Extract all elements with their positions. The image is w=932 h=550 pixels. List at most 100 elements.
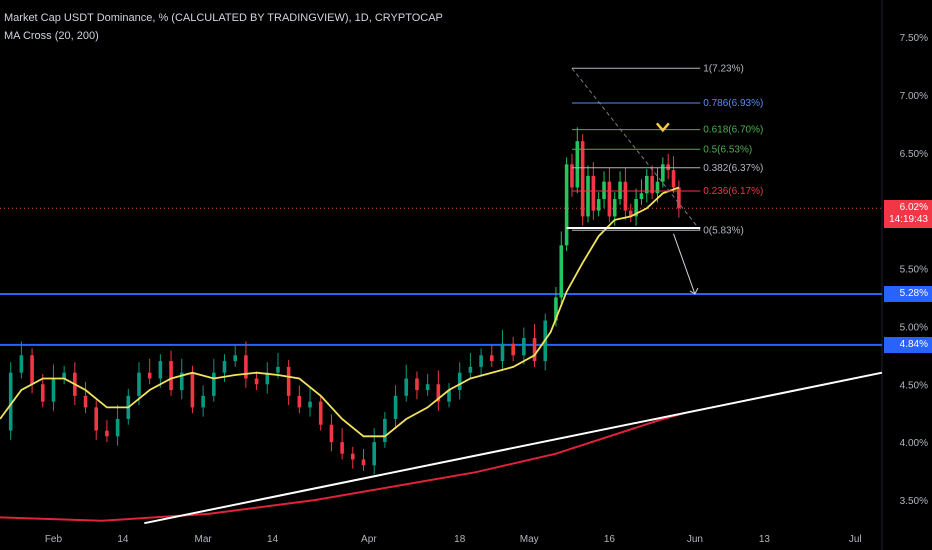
candle-body (318, 401, 323, 425)
x-tick-label: Apr (361, 534, 377, 545)
candle-body (297, 395, 302, 408)
candle-body (83, 395, 88, 408)
x-tick-label: 14 (117, 534, 129, 545)
ma-200-line (0, 412, 685, 522)
candle-body (570, 164, 574, 188)
x-tick-label: Jun (687, 534, 703, 545)
candle-body (19, 355, 24, 373)
candle-body (94, 407, 99, 431)
fib-level-label: 0.236(6.17%) (703, 186, 763, 197)
candle-body (661, 164, 665, 182)
candle-body (137, 372, 141, 396)
candle-body (372, 442, 376, 466)
candle-body (436, 384, 441, 402)
fib-level-label: 0.382(6.37%) (703, 163, 763, 174)
candle-body (8, 372, 13, 431)
current-price-label: 6.02% (899, 202, 928, 214)
chart-title: Market Cap USDT Dominance, % (CALCULATED… (4, 12, 443, 24)
fib-level-label: 1(7.23%) (703, 63, 744, 74)
candle-body (532, 337, 537, 362)
candle-body (62, 372, 66, 379)
candle-body (276, 366, 280, 373)
candle-body (383, 418, 387, 443)
candle-body (468, 366, 473, 373)
candle-body (634, 199, 638, 217)
candle-body (361, 459, 366, 466)
candle-body (30, 355, 34, 385)
ma-20-line (0, 186, 680, 438)
candle-body (511, 343, 515, 356)
y-tick-label: 3.50% (900, 496, 928, 507)
candle-body (233, 355, 237, 362)
candle-body (612, 199, 617, 217)
candle-body (596, 199, 601, 211)
candle-body (602, 181, 606, 200)
candle-body (158, 361, 163, 379)
x-tick-label: 18 (454, 534, 466, 545)
y-tick-label: 5.50% (900, 265, 928, 276)
candle-body (201, 395, 205, 408)
candle-body (623, 181, 628, 211)
candle-body (591, 175, 596, 211)
candle-body (639, 193, 644, 200)
candle-body (489, 355, 494, 362)
candle-body (115, 418, 120, 437)
candle-body (254, 378, 259, 385)
y-tick-label: 4.50% (900, 380, 928, 391)
candle-body (666, 164, 670, 171)
y-tick-label: 6.50% (900, 149, 928, 160)
candle-body (415, 378, 419, 391)
candle-body (607, 181, 612, 217)
candle-body (586, 175, 590, 217)
candle-body (677, 187, 681, 209)
chevron-marker (655, 122, 670, 133)
candle-body (190, 372, 195, 408)
candle-body (40, 384, 45, 402)
candle-body (645, 175, 649, 194)
candle-body (393, 395, 398, 419)
x-tick-label: Feb (45, 534, 63, 545)
candle-body (457, 372, 462, 391)
countdown-label: 14:19:43 (889, 214, 928, 226)
y-tick-label: 4.00% (900, 438, 928, 449)
current-price-badge: 6.02% 14:19:43 (884, 200, 932, 229)
candle-body (522, 337, 526, 356)
projection-arrowhead (689, 287, 699, 295)
x-tick-label: 14 (267, 534, 279, 545)
x-tick-label: 16 (604, 534, 616, 545)
candle-body (286, 366, 291, 396)
candle-body (105, 430, 109, 437)
candle-body (655, 181, 660, 194)
candle-body (244, 355, 248, 379)
candle-body (179, 372, 184, 391)
candle-body (575, 141, 580, 188)
candle-body (222, 361, 227, 373)
candle-body (618, 181, 622, 200)
candle-body (500, 343, 505, 362)
x-tick-label: Mar (195, 534, 213, 545)
level-badge-upper: 5.28% (884, 285, 932, 302)
candle-body (265, 372, 270, 385)
candle-body (628, 210, 633, 217)
candle-body (404, 378, 409, 396)
candle-body (671, 170, 676, 188)
candle-body (559, 245, 564, 298)
fib-level-label: 0.786(6.93%) (703, 98, 763, 109)
x-tick-label: 13 (759, 534, 771, 545)
trend-line (144, 371, 883, 525)
candle-body (447, 390, 451, 402)
candle-body (580, 141, 585, 217)
fib-level-label: 0.618(6.70%) (703, 125, 763, 136)
indicator-label[interactable]: MA Cross (20, 200) (4, 30, 99, 42)
candle-body (425, 384, 430, 391)
x-tick-label: May (520, 534, 539, 545)
candle-body (308, 401, 312, 408)
candle-body (351, 453, 355, 460)
candle-body (212, 372, 216, 396)
y-tick-label: 5.00% (900, 322, 928, 333)
fib-level-label: 0(5.83%) (703, 225, 744, 236)
level-badge-lower: 4.84% (884, 336, 932, 353)
x-tick-label: Jul (849, 534, 862, 545)
candle-body (329, 424, 334, 443)
